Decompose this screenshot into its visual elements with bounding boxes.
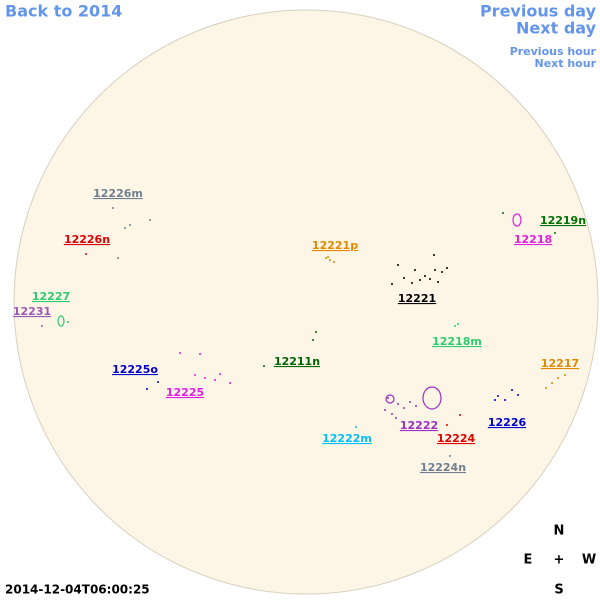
compass-center: + <box>554 553 565 568</box>
feature-dot <box>497 395 499 397</box>
feature-dot <box>557 377 559 379</box>
region-label[interactable]: 12227 <box>32 290 70 303</box>
feature-dot <box>41 325 43 327</box>
feature-dot <box>395 417 397 419</box>
feature-dot <box>454 325 456 327</box>
feature-dot <box>554 232 556 234</box>
region-label[interactable]: 12224n <box>420 461 466 474</box>
region-label[interactable]: 12225o <box>112 363 158 376</box>
feature-dot <box>446 267 448 269</box>
feature-dot <box>117 257 119 259</box>
feature-dot <box>429 278 431 280</box>
feature-dot <box>411 282 413 284</box>
features <box>57 213 522 410</box>
region-label[interactable]: 12226 <box>488 416 527 429</box>
feature-dot <box>112 207 114 209</box>
feature-dot <box>315 331 317 333</box>
region-label[interactable]: 12222 <box>400 419 438 432</box>
compass-west: W <box>582 553 596 568</box>
feature <box>385 394 395 404</box>
feature-dot <box>312 339 314 341</box>
feature-dot <box>564 374 566 376</box>
region-label[interactable]: 12211n <box>274 355 320 368</box>
feature-dot <box>384 409 386 411</box>
feature-dot <box>517 394 519 396</box>
compass-north: N <box>554 524 565 539</box>
feature-dot <box>219 373 221 375</box>
compass-east: E <box>524 553 533 568</box>
feature-dot <box>437 281 439 283</box>
feature-dot <box>146 388 148 390</box>
feature-dot <box>403 277 405 279</box>
feature-dot <box>502 212 504 214</box>
feature-dot <box>504 399 506 401</box>
feature-dot <box>149 219 151 221</box>
region-label[interactable]: 12222m <box>322 432 372 445</box>
region-label[interactable]: 12221p <box>312 239 358 252</box>
feature-dot <box>434 269 436 271</box>
feature-dot <box>333 261 335 263</box>
feature <box>57 315 65 327</box>
feature-dot <box>433 254 435 256</box>
feature-dot <box>511 389 513 391</box>
feature-dot <box>449 455 451 457</box>
next-hour-link[interactable]: Next hour <box>535 57 597 70</box>
feature-dot <box>179 352 181 354</box>
previous-hour-link[interactable]: Previous hour <box>510 45 597 58</box>
feature-dot <box>129 224 131 226</box>
feature-dot <box>199 353 201 355</box>
feature-dot <box>355 426 357 428</box>
feature-dot <box>391 413 393 415</box>
region-label[interactable]: 12224 <box>437 432 476 445</box>
feature-dot <box>414 269 416 271</box>
feature-dot <box>397 264 399 266</box>
next-day-link[interactable]: Next day <box>516 19 597 38</box>
feature-dot <box>446 424 448 426</box>
feature-dot <box>403 407 405 409</box>
feature-dot <box>194 374 196 376</box>
feature-dot <box>409 401 411 403</box>
previous-day-link[interactable]: Previous day <box>480 2 597 21</box>
feature-dot <box>67 321 69 323</box>
region-label[interactable]: 12221 <box>398 292 436 305</box>
solar-disk <box>13 9 599 595</box>
feature-dot <box>397 403 399 405</box>
feature-dot <box>494 399 496 401</box>
feature-dot <box>391 283 393 285</box>
feature-dot <box>263 365 265 367</box>
back-link[interactable]: Back to 2014 <box>5 2 122 21</box>
region-label[interactable]: 12217 <box>541 357 579 370</box>
feature-dot <box>424 275 426 277</box>
feature-dot <box>124 227 126 229</box>
region-label[interactable]: 12219n <box>540 214 586 227</box>
feature-dot <box>204 377 206 379</box>
region-label[interactable]: 12231 <box>13 305 51 318</box>
region-label[interactable]: 12218m <box>432 335 482 348</box>
feature-dot <box>457 323 459 325</box>
feature-dot <box>157 381 159 383</box>
feature-dot <box>327 256 329 258</box>
feature-dot <box>329 259 331 261</box>
compass-south: S <box>554 583 563 598</box>
feature-dot <box>214 379 216 381</box>
feature-dot <box>325 257 327 259</box>
feature-dot <box>415 405 417 407</box>
feature <box>422 386 442 410</box>
region-label[interactable]: 12226m <box>93 187 143 200</box>
feature-dot <box>551 382 553 384</box>
feature-dot <box>441 271 443 273</box>
feature-dot <box>229 382 231 384</box>
timestamp: 2014-12-04T06:00:25 <box>5 583 150 597</box>
feature-dot <box>545 387 547 389</box>
region-label[interactable]: 12218 <box>514 233 552 246</box>
feature-dot <box>387 397 389 399</box>
feature-dot <box>85 253 87 255</box>
feature-dot <box>419 279 421 281</box>
region-label[interactable]: 12225 <box>166 386 204 399</box>
feature <box>512 213 522 227</box>
feature-dot <box>459 414 461 416</box>
region-label[interactable]: 12226n <box>64 233 110 246</box>
